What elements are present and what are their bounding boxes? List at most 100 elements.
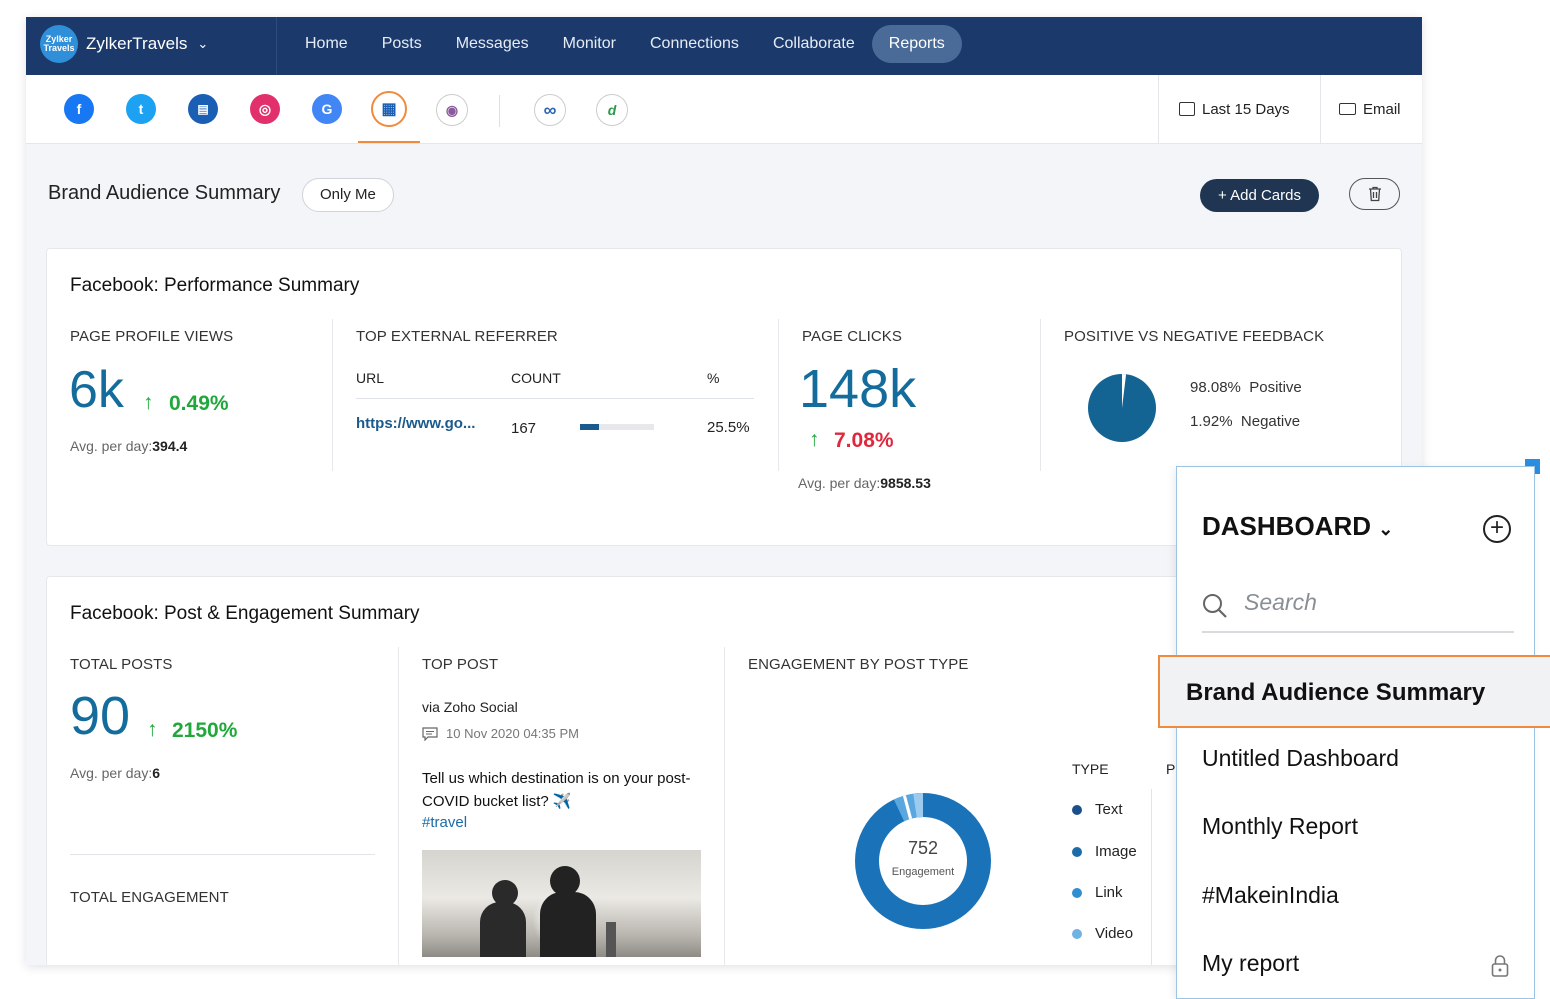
- post-image[interactable]: [422, 850, 701, 957]
- person-silhouette: [550, 866, 580, 896]
- post-source: via Zoho Social: [422, 699, 518, 715]
- legend-dot: [1072, 887, 1082, 898]
- metric-label: POSITIVE VS NEGATIVE FEEDBACK: [1064, 328, 1325, 345]
- dashboard-icon[interactable]: ▦: [371, 91, 407, 127]
- metric-label: PAGE PROFILE VIEWS: [70, 328, 234, 345]
- column-header: COUNT: [511, 370, 561, 386]
- donut-gap: [902, 795, 913, 820]
- main-nav: Home Posts Messages Monitor Connections …: [288, 25, 962, 63]
- twitter-icon[interactable]: t: [126, 94, 156, 124]
- legend-dot: [1072, 804, 1082, 815]
- change-up-icon: ↑: [143, 391, 154, 414]
- brand-switcher[interactable]: Zylker Travels ZylkerTravels ⌄: [40, 25, 208, 63]
- referrer-percent: 25.5%: [707, 419, 750, 436]
- visibility-button[interactable]: Only Me: [302, 178, 394, 212]
- chevron-down-icon: ⌄: [1378, 519, 1394, 539]
- change-up-icon: ↑: [809, 428, 820, 451]
- avg-per-day: Avg. per day:9858.53: [798, 475, 931, 491]
- post-hashtag-link[interactable]: #travel: [422, 814, 468, 831]
- metric-label: PAGE CLICKS: [802, 328, 903, 345]
- email-button[interactable]: Email: [1320, 75, 1419, 143]
- search-input[interactable]: Search: [1244, 589, 1317, 615]
- mail-icon: [1339, 103, 1356, 115]
- nav-collaborate[interactable]: Collaborate: [772, 35, 855, 52]
- metric-change: 0.49%: [169, 392, 229, 415]
- person-silhouette: [492, 880, 518, 906]
- add-dashboard-icon[interactable]: +: [1483, 515, 1511, 543]
- date-range-button[interactable]: Last 15 Days: [1158, 75, 1310, 143]
- nav-messages[interactable]: Messages: [455, 35, 529, 52]
- search-icon: [1203, 594, 1227, 618]
- avg-per-day: Avg. per day:394.4: [70, 438, 188, 454]
- referrer-url-link[interactable]: https://www.go...: [356, 415, 476, 432]
- legend-dot: [1072, 928, 1082, 939]
- nav-reports[interactable]: Reports: [871, 25, 962, 63]
- referrer-bar: [580, 424, 654, 430]
- chevron-down-icon: ⌄: [197, 36, 209, 51]
- nav-monitor[interactable]: Monitor: [562, 35, 616, 52]
- donut-segment-video: [913, 793, 924, 818]
- nav-connections[interactable]: Connections: [649, 35, 739, 52]
- analytics-icon[interactable]: d: [596, 94, 628, 126]
- divider: [398, 647, 399, 965]
- top-navigation: Zylker Travels ZylkerTravels ⌄ Home Post…: [26, 17, 1422, 75]
- person-silhouette: [480, 902, 526, 957]
- person-silhouette: [540, 892, 596, 957]
- donut-total: 752: [907, 838, 939, 858]
- type-legend-image: Image: [1072, 843, 1137, 860]
- chain-icon[interactable]: ∞: [534, 94, 566, 126]
- dashboard-item[interactable]: Untitled Dashboard: [1202, 745, 1399, 771]
- post-date: 10 Nov 2020 04:35 PM: [422, 726, 579, 741]
- divider: [1151, 789, 1152, 965]
- card-title: Facebook: Performance Summary: [70, 275, 360, 296]
- instagram-icon[interactable]: ◎: [250, 94, 280, 124]
- metric-label: TOP EXTERNAL REFERRER: [356, 328, 558, 345]
- type-legend-text: Text: [1072, 801, 1123, 818]
- google-icon[interactable]: G: [312, 94, 342, 124]
- facebook-icon[interactable]: f: [64, 94, 94, 124]
- referrer-count: 167: [511, 420, 537, 437]
- gmb-icon[interactable]: ▤: [188, 94, 218, 124]
- dashboard-search[interactable]: Search: [1202, 581, 1514, 633]
- metric-value: 6k: [69, 361, 124, 419]
- dashboard-item[interactable]: My report: [1202, 950, 1300, 976]
- metric-value: 90: [70, 686, 131, 746]
- engagement-donut: [855, 793, 991, 929]
- nav-posts[interactable]: Posts: [381, 35, 422, 52]
- type-legend-video: Video: [1072, 925, 1133, 942]
- email-label: Email: [1363, 100, 1401, 118]
- dashboard-item-active[interactable]: Brand Audience Summary: [1158, 655, 1550, 728]
- dashboard-item[interactable]: Monthly Report: [1202, 813, 1358, 839]
- comment-icon: [422, 726, 438, 741]
- delete-button[interactable]: [1349, 178, 1400, 210]
- calendar-icon: [1179, 102, 1195, 116]
- dashboard-menu-title[interactable]: DASHBOARD ⌄: [1202, 511, 1394, 541]
- column-header: TYPE: [1072, 761, 1109, 777]
- metric-value: 148k: [799, 359, 917, 419]
- date-range-label: Last 15 Days: [1202, 100, 1290, 118]
- divider: [276, 17, 277, 75]
- divider: [356, 398, 754, 399]
- feedback-pie: [1088, 374, 1156, 442]
- active-tab-indicator: [358, 141, 420, 143]
- dashboard-item[interactable]: #MakeinIndia: [1202, 882, 1339, 908]
- change-up-icon: ↑: [147, 718, 158, 741]
- nav-home[interactable]: Home: [305, 35, 348, 52]
- pie-slice-negative: [1122, 374, 1127, 408]
- divider: [724, 647, 725, 965]
- metric-change: 2150%: [172, 719, 238, 742]
- metric-label: TOTAL POSTS: [70, 656, 173, 673]
- metric-label: TOP POST: [422, 656, 499, 673]
- lighthouse: [606, 922, 616, 957]
- feedback-positive: 98.08% Positive: [1190, 379, 1302, 396]
- metric-label: ENGAGEMENT BY POST TYPE: [748, 656, 969, 673]
- metric-change: 7.08%: [834, 429, 894, 452]
- zoho-icon[interactable]: ◉: [436, 94, 468, 126]
- divider: [332, 319, 333, 471]
- legend-dot: [1072, 846, 1082, 857]
- dashboard-item-label: Brand Audience Summary: [1186, 679, 1486, 706]
- referrer-bar-fill: [580, 424, 599, 430]
- add-cards-button[interactable]: + Add Cards: [1200, 179, 1319, 212]
- trash-icon: [1368, 186, 1381, 202]
- column-header: %: [707, 370, 720, 386]
